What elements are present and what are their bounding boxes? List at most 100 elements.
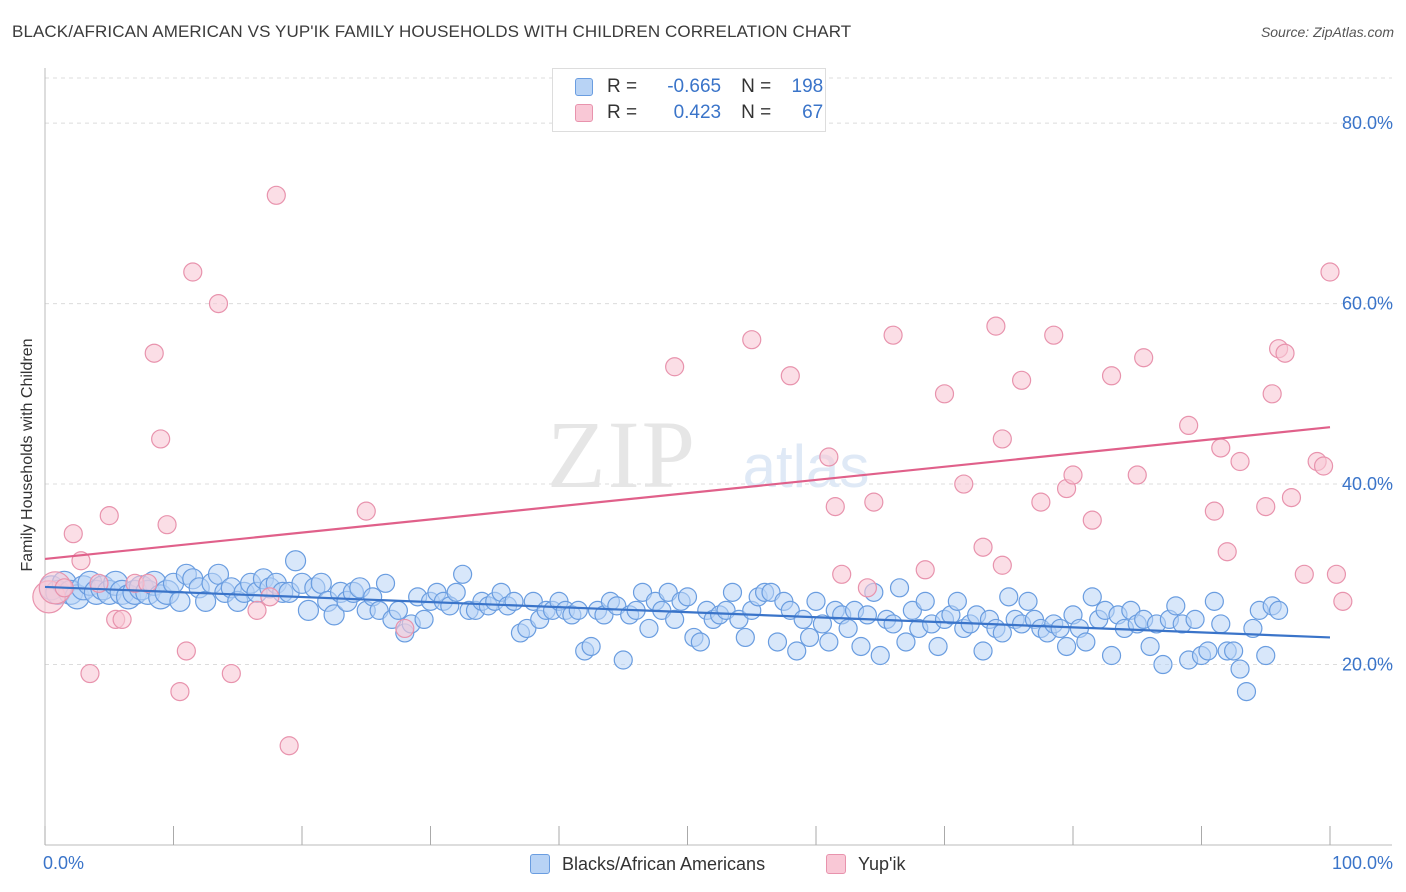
data-point-blacks [375,573,396,593]
y-tick-label: 40.0% [1342,474,1393,494]
trend-line-yupik [44,426,1331,561]
data-point-yupik [1044,325,1064,345]
bottom-legend-swatch-pink [826,854,846,874]
data-point-yupik [1313,456,1334,476]
data-point-blacks [414,609,434,630]
bottom-legend-swatch-blue [530,854,550,874]
data-point-yupik [973,537,993,557]
data-point-blacks [284,550,307,572]
data-point-yupik [1101,366,1122,386]
data-point-blacks [1018,591,1038,611]
data-point-yupik [864,492,884,512]
data-point-blacks [169,590,191,612]
data-point-blacks [767,632,788,652]
data-point-yupik [80,663,100,684]
data-point-yupik [915,560,935,580]
data-point-yupik [1294,564,1314,584]
data-point-yupik [144,343,164,363]
data-point-yupik [1211,438,1231,458]
watermark-atlas: atlas [743,433,870,500]
legend-row-blacks: R = -0.665 N = 198 [575,75,823,99]
legend-r-value-yupik: 0.423 [673,102,722,123]
data-point-blacks [1256,645,1276,666]
legend-row-yupik: R = 0.423 N = 67 [575,101,823,125]
data-point-blacks [928,636,948,657]
data-point-yupik [1275,343,1295,363]
data-point-yupik [1281,487,1302,508]
data-point-blacks [857,605,878,625]
data-point-yupik [1204,501,1224,521]
bottom-legend-label-yupik: Yup'ik [858,853,906,874]
data-point-yupik [1230,451,1250,472]
bottom-legend-blacks: Blacks/African Americans [530,851,765,877]
y-tick-label: 80.0% [1342,113,1393,133]
data-point-blacks [1140,636,1160,657]
data-point-yupik [63,524,83,544]
data-point-yupik [266,185,286,205]
data-point-yupik [1256,497,1276,517]
data-point-blacks [812,614,833,634]
data-point-yupik [1127,465,1147,485]
data-point-blacks [883,614,903,634]
data-point-yupik [1063,465,1083,485]
bottom-legend-yupik: Yup'ik [826,851,905,877]
data-point-yupik [934,384,955,404]
legend-r-value-blacks: -0.665 [667,76,722,97]
data-point-blacks [388,600,408,620]
data-point-yupik [1217,542,1237,562]
chart-title: BLACK/AFRICAN AMERICAN VS YUP'IK FAMILY … [12,22,852,41]
data-point-yupik [1134,348,1154,368]
data-point-yupik [819,447,839,467]
data-point-blacks [690,632,710,652]
data-point-yupik [857,578,878,598]
data-point-blacks [1211,614,1231,634]
data-point-yupik [1179,415,1199,436]
data-point-blacks [1198,641,1218,661]
data-point-blacks [799,627,820,648]
legend-swatch-pink [575,104,593,122]
legend-n-label: N = [741,76,772,97]
data-point-yupik [279,736,299,756]
data-point-blacks [568,600,588,620]
data-point-yupik [1326,564,1347,584]
data-point-yupik [992,555,1012,575]
data-point-blacks [1230,659,1250,679]
data-point-blacks [896,632,916,652]
trend-lines [44,426,1331,639]
data-point-blacks [973,641,993,661]
data-point-yupik [832,564,852,584]
data-point-blacks [1101,645,1122,666]
correlation-legend: R = -0.665 N = 198 R = 0.423 N = 67 [552,68,826,132]
bottom-legend-label-blacks: Blacks/African Americans [562,853,766,874]
axes [44,68,1392,846]
data-point-yupik [1333,591,1353,611]
x-tick-label: 100.0% [1332,853,1393,873]
data-point-blacks [992,623,1012,643]
data-point-blacks [1224,641,1244,661]
data-point-blacks [1166,596,1186,616]
data-point-yupik [183,262,203,282]
legend-n-value-blacks: 198 [791,76,824,97]
data-point-blacks [677,587,698,607]
legend-n-value-yupik: 67 [802,102,824,123]
data-point-yupik [883,325,903,345]
data-point-yupik [170,681,190,702]
data-point-blacks [1185,609,1205,630]
data-point-yupik [992,429,1012,449]
data-point-blacks [504,591,524,611]
data-point-blacks [838,618,858,639]
data-point-blacks [1076,632,1096,652]
data-point-yupik [1082,510,1102,530]
data-point-blacks [446,582,466,602]
data-point-yupik [247,600,267,620]
watermark: ZIP atlas [547,401,869,508]
data-point-blacks [735,627,755,648]
x-tick-label: 0.0% [43,853,84,873]
data-point-yupik [1320,262,1340,282]
data-point-blacks [819,632,839,652]
data-point-yupik [742,330,762,350]
data-point-blacks [613,650,633,670]
data-point-yupik [176,641,196,661]
tick-labels: 20.0% 40.0% 60.0% 80.0% 0.0% 100.0% [43,113,1393,873]
legend-n-label: N = [741,102,772,123]
